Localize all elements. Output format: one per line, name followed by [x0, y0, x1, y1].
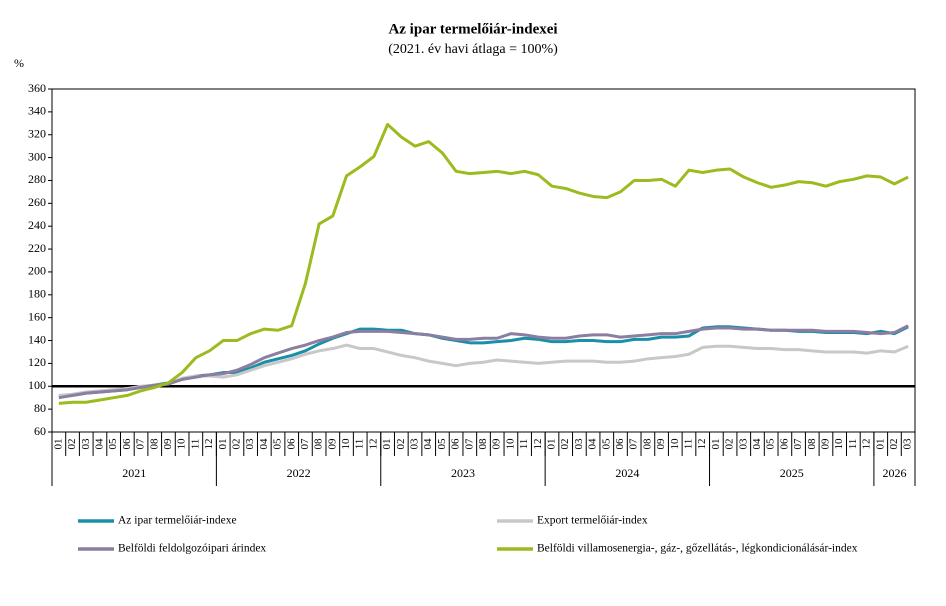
y-tick-label: 320 — [28, 126, 46, 140]
x-tick-label: 03 — [902, 438, 914, 450]
x-tick-label: 12 — [532, 439, 544, 450]
x-group-label: 2024 — [615, 466, 639, 480]
x-tick-label: 02 — [724, 439, 736, 450]
x-tick-label: 05 — [436, 438, 448, 450]
x-tick-label: 04 — [587, 438, 599, 450]
x-tick-label: 11 — [354, 439, 366, 450]
x-tick-label: 10 — [504, 438, 516, 450]
x-tick-label: 05 — [600, 438, 612, 450]
x-tick-label: 02 — [888, 439, 900, 450]
legend-label: Export termelőiár-index — [537, 515, 648, 527]
y-tick-label: 120 — [28, 355, 46, 369]
x-tick-label: 08 — [313, 438, 325, 450]
y-tick-label: 240 — [28, 218, 46, 232]
x-tick-label: 07 — [463, 438, 475, 450]
series-line — [58, 122, 909, 405]
x-tick-label: 08 — [477, 438, 489, 450]
x-tick-label: 07 — [628, 438, 640, 450]
x-tick-label: 06 — [285, 438, 297, 450]
x-tick-label: 11 — [189, 439, 201, 450]
x-tick-label: 04 — [258, 438, 270, 450]
x-tick-label: 09 — [326, 438, 338, 450]
x-tick-label: 10 — [833, 438, 845, 450]
x-tick-label: 09 — [491, 438, 503, 450]
x-tick-label: 03 — [244, 438, 256, 450]
x-tick-label: 03 — [573, 438, 585, 450]
x-tick-label: 04 — [422, 438, 434, 450]
x-group-label: 2022 — [287, 466, 311, 480]
x-tick-label: 10 — [340, 438, 352, 450]
x-tick-label: 02 — [230, 439, 242, 450]
x-tick-label: 05 — [107, 438, 119, 450]
x-tick-label: 02 — [559, 439, 571, 450]
y-tick-label: 80 — [34, 401, 46, 415]
x-tick-label: 03 — [737, 438, 749, 450]
x-group-label: 2023 — [451, 466, 475, 480]
y-tick-label: 280 — [28, 172, 46, 186]
x-tick-label: 01 — [710, 439, 722, 450]
x-tick-label: 12 — [367, 439, 379, 450]
y-tick-label: 160 — [28, 309, 46, 323]
x-tick-label: 06 — [778, 438, 790, 450]
x-tick-label: 09 — [162, 438, 174, 450]
legend-label: Az ipar termelőiár-indexe — [118, 515, 237, 527]
x-tick-label: 02 — [395, 439, 407, 450]
x-tick-label: 09 — [819, 438, 831, 450]
x-tick-label: 05 — [765, 438, 777, 450]
x-tick-label: 05 — [272, 438, 284, 450]
y-tick-label: 100 — [28, 378, 46, 392]
x-group-label: 2026 — [882, 466, 906, 480]
x-tick-label: 11 — [518, 439, 530, 450]
x-tick-label: 07 — [299, 438, 311, 450]
x-tick-label: 12 — [861, 439, 873, 450]
y-tick-label: 340 — [28, 104, 46, 118]
x-tick-label: 03 — [80, 438, 92, 450]
chart-title: Az ipar termelőiár-indexei — [388, 21, 557, 37]
y-tick-label: 260 — [28, 195, 46, 209]
x-tick-label: 11 — [847, 439, 859, 450]
y-tick-label: 300 — [28, 149, 46, 163]
x-tick-label: 08 — [641, 438, 653, 450]
x-group-label: 2025 — [780, 466, 804, 480]
series-line — [58, 324, 909, 400]
y-tick-label: 60 — [34, 424, 46, 438]
x-tick-label: 08 — [806, 438, 818, 450]
y-axis-label: % — [14, 56, 24, 70]
x-tick-label: 04 — [751, 438, 763, 450]
y-tick-label: 220 — [28, 241, 46, 255]
x-tick-label: 01 — [217, 439, 229, 450]
x-tick-label: 11 — [683, 439, 695, 450]
x-tick-label: 06 — [614, 438, 626, 450]
y-tick-label: 360 — [28, 81, 46, 95]
x-tick-label: 01 — [52, 439, 64, 450]
plot-frame — [51, 88, 916, 433]
x-tick-label: 12 — [203, 439, 215, 450]
x-tick-label: 02 — [66, 439, 78, 450]
x-tick-label: 07 — [135, 438, 147, 450]
chart-subtitle: (2021. év havi átlaga = 100%) — [388, 42, 558, 57]
legend-label: Belföldi feldolgozóipari árindex — [118, 543, 266, 555]
y-tick-label: 180 — [28, 287, 46, 301]
x-tick-label: 01 — [381, 439, 393, 450]
legend-label: Belföldi villamosenergia-, gáz-, gőzellá… — [537, 543, 858, 555]
x-tick-label: 03 — [409, 438, 421, 450]
x-tick-label: 12 — [696, 439, 708, 450]
x-tick-label: 09 — [655, 438, 667, 450]
x-tick-label: 10 — [176, 438, 188, 450]
x-tick-label: 10 — [669, 438, 681, 450]
x-tick-label: 07 — [792, 438, 804, 450]
x-tick-label: 06 — [450, 438, 462, 450]
x-tick-label: 06 — [121, 438, 133, 450]
x-tick-label: 01 — [874, 439, 886, 450]
y-tick-label: 140 — [28, 332, 46, 346]
x-tick-label: 08 — [148, 438, 160, 450]
x-group-label: 2021 — [122, 466, 146, 480]
y-tick-label: 200 — [28, 264, 46, 278]
x-tick-label: 01 — [546, 439, 558, 450]
x-tick-label: 04 — [93, 438, 105, 450]
